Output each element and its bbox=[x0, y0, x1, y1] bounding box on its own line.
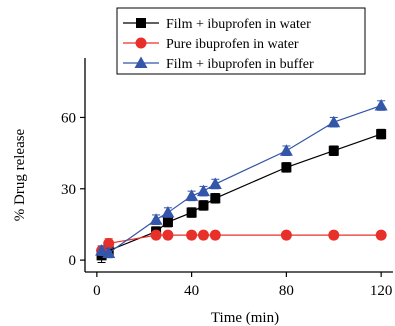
data-point bbox=[375, 229, 387, 241]
data-point bbox=[136, 18, 146, 28]
x-tick-label: 0 bbox=[93, 283, 101, 299]
series-layer bbox=[95, 99, 388, 263]
x-tick-label: 80 bbox=[279, 283, 294, 299]
series-line bbox=[101, 133, 382, 256]
data-point bbox=[328, 229, 340, 241]
data-point bbox=[280, 229, 292, 241]
y-axis-label: % Drug release bbox=[12, 128, 28, 221]
y-tick-label: 60 bbox=[61, 110, 76, 126]
data-point bbox=[162, 229, 174, 241]
data-point bbox=[102, 246, 116, 258]
data-point bbox=[134, 56, 148, 68]
data-point bbox=[279, 144, 293, 156]
x-tick-label: 40 bbox=[184, 283, 199, 299]
series-line bbox=[101, 234, 382, 252]
legend-label: Film + ibuprofen in buffer bbox=[166, 57, 314, 72]
legend: Film + ibuprofen in water Pure ibuprofen … bbox=[116, 7, 366, 75]
data-point bbox=[103, 237, 115, 249]
series-2 bbox=[96, 229, 387, 257]
legend-label: Film + ibuprofen in water bbox=[166, 17, 311, 32]
data-point bbox=[198, 200, 209, 211]
data-point bbox=[185, 189, 199, 201]
data-point bbox=[196, 184, 210, 197]
data-point bbox=[376, 129, 387, 140]
data-point bbox=[281, 162, 292, 173]
data-point bbox=[209, 229, 221, 241]
data-point bbox=[162, 217, 173, 228]
series-1 bbox=[96, 128, 387, 263]
data-point bbox=[186, 207, 197, 218]
data-point bbox=[135, 37, 147, 49]
series-line bbox=[101, 104, 382, 254]
data-point bbox=[161, 206, 175, 218]
data-point bbox=[374, 99, 388, 111]
data-point bbox=[208, 177, 222, 190]
data-point bbox=[197, 229, 209, 241]
legend-label: Pure ibuprofen in water bbox=[166, 37, 299, 52]
data-point bbox=[150, 229, 162, 241]
data-point bbox=[328, 145, 339, 156]
y-tick-label: 30 bbox=[61, 182, 76, 198]
axes: 0 40 80 120 0 30 60 bbox=[61, 58, 393, 299]
x-axis-label: Time (min) bbox=[211, 310, 279, 326]
y-tick-label: 0 bbox=[69, 253, 77, 269]
data-point bbox=[210, 193, 221, 204]
data-point bbox=[149, 213, 163, 225]
data-point bbox=[186, 229, 198, 241]
data-point bbox=[327, 115, 341, 128]
series-3 bbox=[95, 99, 388, 259]
x-tick-label: 120 bbox=[370, 283, 393, 299]
data-point bbox=[95, 244, 109, 256]
